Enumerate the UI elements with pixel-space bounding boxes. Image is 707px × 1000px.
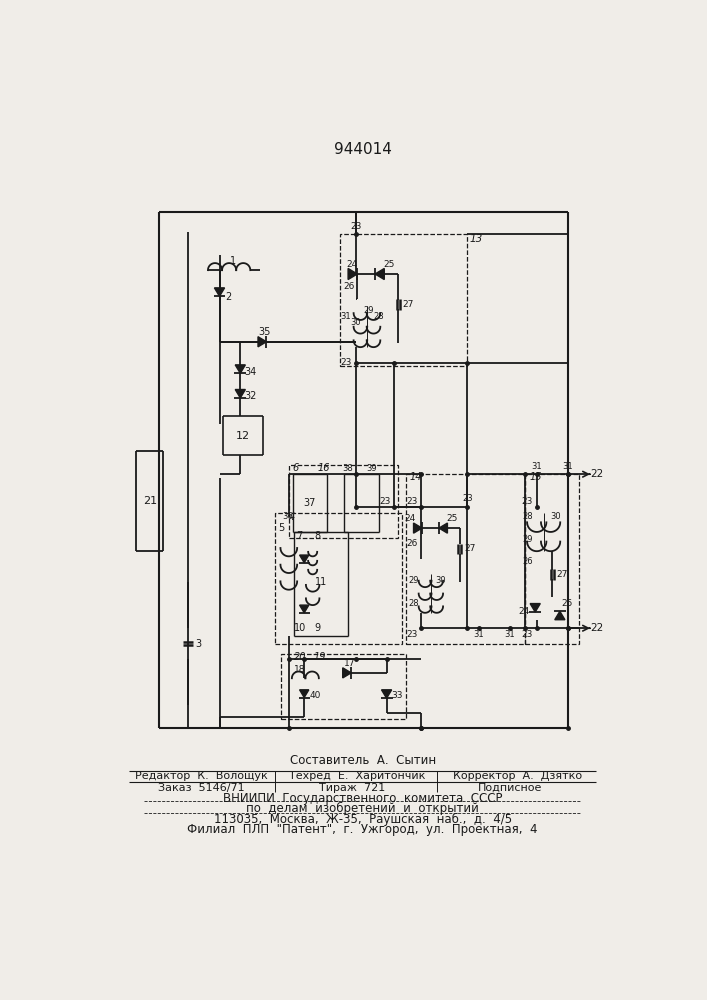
Polygon shape bbox=[343, 668, 351, 678]
Text: 40: 40 bbox=[309, 691, 321, 700]
Polygon shape bbox=[258, 337, 267, 347]
Polygon shape bbox=[235, 389, 245, 398]
Text: 29: 29 bbox=[409, 576, 419, 585]
Bar bbox=[275, 513, 402, 644]
Text: ВНИИПИ  Государственного  комитета  СССР: ВНИИПИ Государственного комитета СССР bbox=[223, 792, 503, 805]
Text: 33: 33 bbox=[391, 691, 402, 700]
Text: 8: 8 bbox=[314, 531, 320, 541]
Text: Корректор  А.  Дзятко: Корректор А. Дзятко bbox=[453, 771, 582, 781]
Text: 24: 24 bbox=[346, 260, 358, 269]
Text: 11: 11 bbox=[315, 577, 327, 587]
Text: 30: 30 bbox=[436, 576, 446, 585]
Text: 27: 27 bbox=[556, 570, 568, 579]
Text: 21: 21 bbox=[143, 496, 157, 506]
Text: 25: 25 bbox=[383, 260, 395, 269]
Polygon shape bbox=[235, 365, 245, 373]
Text: 27: 27 bbox=[464, 544, 475, 553]
Polygon shape bbox=[300, 555, 309, 563]
Text: 10: 10 bbox=[293, 623, 305, 633]
Text: Подписное: Подписное bbox=[478, 783, 542, 793]
Text: 17: 17 bbox=[344, 659, 356, 668]
Text: 4: 4 bbox=[288, 512, 295, 522]
Text: 28: 28 bbox=[522, 512, 533, 521]
Text: Филиал  ПЛП  "Патент",  г.  Ужгород,  ул.  Проектная,  4: Филиал ПЛП "Патент", г. Ужгород, ул. Про… bbox=[187, 823, 538, 836]
Text: 23: 23 bbox=[522, 497, 533, 506]
Polygon shape bbox=[300, 605, 309, 613]
Text: Техред  Е.  Харитончик: Техред Е. Харитончик bbox=[289, 771, 426, 781]
Polygon shape bbox=[414, 523, 422, 533]
Text: 26: 26 bbox=[343, 282, 354, 291]
Text: 34: 34 bbox=[244, 367, 257, 377]
Text: 944014: 944014 bbox=[334, 142, 392, 157]
Text: 23: 23 bbox=[340, 358, 351, 367]
Text: Редактор  К.  Волощук: Редактор К. Волощук bbox=[136, 771, 268, 781]
Text: 13: 13 bbox=[469, 234, 483, 244]
Polygon shape bbox=[375, 268, 385, 280]
Text: 26: 26 bbox=[522, 557, 533, 566]
Text: 23: 23 bbox=[522, 630, 533, 639]
Polygon shape bbox=[348, 268, 357, 280]
Text: 31: 31 bbox=[341, 312, 351, 321]
Text: 113035,  Москва,  Ж-35,  Раушская  наб.,  д.  4/5: 113035, Москва, Ж-35, Раушская наб., д. … bbox=[214, 813, 512, 826]
Text: 9: 9 bbox=[314, 623, 320, 633]
Bar bbox=[406, 474, 525, 644]
Text: 31: 31 bbox=[562, 462, 573, 471]
Text: 25: 25 bbox=[562, 599, 573, 608]
Text: Составитель  А.  Сытин: Составитель А. Сытин bbox=[290, 754, 436, 767]
Bar bbox=[340, 234, 467, 366]
Text: 36: 36 bbox=[282, 512, 293, 521]
Text: 39: 39 bbox=[366, 464, 377, 473]
Text: по  делам  изобретений  и  открытий: по делам изобретений и открытий bbox=[246, 802, 479, 815]
Text: 24: 24 bbox=[404, 514, 415, 523]
Text: 31: 31 bbox=[505, 630, 515, 639]
Text: 12: 12 bbox=[235, 431, 250, 441]
Text: 1: 1 bbox=[230, 256, 235, 266]
Text: 31: 31 bbox=[532, 462, 542, 471]
Text: 23: 23 bbox=[350, 222, 361, 231]
Text: 30: 30 bbox=[351, 318, 361, 327]
Text: Заказ  5146/71: Заказ 5146/71 bbox=[158, 783, 245, 793]
Text: 25: 25 bbox=[446, 514, 457, 523]
Polygon shape bbox=[530, 604, 540, 612]
Text: 3: 3 bbox=[195, 639, 201, 649]
Text: 27: 27 bbox=[402, 300, 414, 309]
Text: 5: 5 bbox=[278, 523, 284, 533]
Polygon shape bbox=[439, 523, 448, 533]
Text: 26: 26 bbox=[407, 539, 418, 548]
Text: 22: 22 bbox=[590, 623, 604, 633]
Text: 16: 16 bbox=[317, 463, 329, 473]
Text: 37: 37 bbox=[303, 498, 316, 508]
Text: 23: 23 bbox=[462, 494, 473, 503]
Text: 23: 23 bbox=[380, 497, 391, 506]
Text: 18: 18 bbox=[294, 665, 305, 674]
Text: 32: 32 bbox=[244, 391, 257, 401]
Text: 23: 23 bbox=[407, 497, 418, 506]
Bar bbox=[525, 474, 579, 644]
Text: 28: 28 bbox=[408, 599, 419, 608]
Text: 15: 15 bbox=[529, 472, 542, 482]
Text: 35: 35 bbox=[259, 327, 271, 337]
Bar bbox=[281, 654, 406, 719]
Text: 14: 14 bbox=[409, 472, 422, 482]
Polygon shape bbox=[214, 288, 225, 296]
Text: 30: 30 bbox=[551, 512, 561, 521]
Polygon shape bbox=[382, 690, 392, 698]
Bar bbox=[288, 465, 398, 538]
Polygon shape bbox=[555, 611, 565, 620]
Text: 2: 2 bbox=[226, 292, 232, 302]
Text: 24: 24 bbox=[518, 607, 530, 616]
Text: 31: 31 bbox=[474, 630, 484, 639]
Text: 19: 19 bbox=[313, 652, 326, 662]
Text: 38: 38 bbox=[343, 464, 354, 473]
Text: 23: 23 bbox=[407, 630, 418, 639]
Text: Тираж  721: Тираж 721 bbox=[319, 783, 385, 793]
Text: 20: 20 bbox=[294, 652, 307, 662]
Text: 6: 6 bbox=[293, 463, 299, 473]
Text: 28: 28 bbox=[373, 312, 384, 321]
Text: 29: 29 bbox=[522, 535, 533, 544]
Text: 7: 7 bbox=[296, 531, 303, 541]
Text: 22: 22 bbox=[590, 469, 604, 479]
Polygon shape bbox=[300, 690, 309, 698]
Text: 29: 29 bbox=[363, 306, 374, 315]
